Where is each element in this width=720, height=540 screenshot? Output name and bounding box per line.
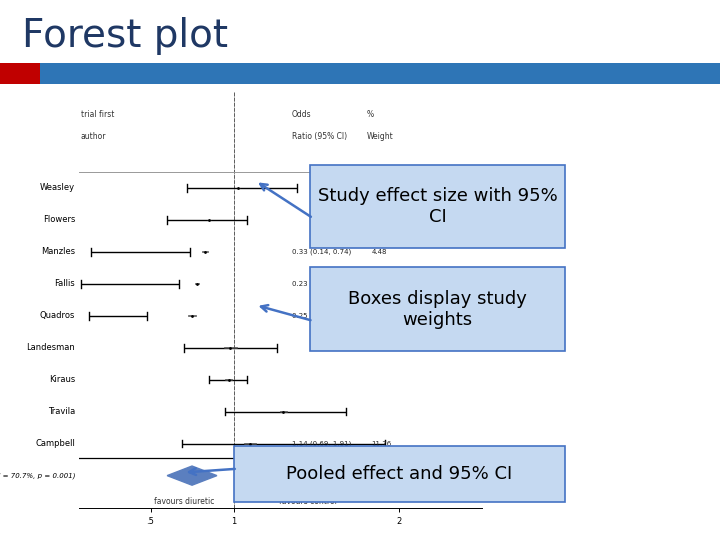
Text: 11.76: 11.76 bbox=[372, 441, 392, 447]
Bar bbox=[0, 63, 40, 84]
Text: 6.98: 6.98 bbox=[372, 313, 387, 319]
Text: Travila: Travila bbox=[48, 407, 75, 416]
Text: Fallis: Fallis bbox=[55, 279, 75, 288]
Text: trial first: trial first bbox=[81, 110, 114, 119]
Text: Flowers: Flowers bbox=[42, 215, 75, 224]
Text: 2.67: 2.67 bbox=[372, 281, 387, 287]
Text: Forest plot: Forest plot bbox=[22, 17, 228, 55]
Text: Odds: Odds bbox=[292, 110, 311, 119]
Text: 0.67 (0.56, 0.80): 0.67 (0.56, 0.80) bbox=[292, 472, 351, 479]
Bar bbox=[188, 315, 196, 316]
Text: Weasley: Weasley bbox=[40, 183, 75, 192]
Text: 100.00: 100.00 bbox=[372, 472, 396, 478]
FancyBboxPatch shape bbox=[310, 165, 565, 248]
Bar bbox=[225, 379, 233, 380]
Text: author: author bbox=[81, 132, 107, 141]
Text: Boxes display study
weights: Boxes display study weights bbox=[348, 290, 527, 328]
Text: 0.23 (0.08, 0.67): 0.23 (0.08, 0.67) bbox=[292, 280, 351, 287]
FancyBboxPatch shape bbox=[234, 446, 565, 502]
Text: Landesman: Landesman bbox=[27, 343, 75, 352]
Text: Pooled effect and 95% CI: Pooled effect and 95% CI bbox=[287, 465, 513, 483]
Text: Ratio (95% CI): Ratio (95% CI) bbox=[292, 132, 347, 141]
Text: 0.25 (0.13, 0.48): 0.25 (0.13, 0.48) bbox=[292, 313, 351, 319]
Text: Weight: Weight bbox=[366, 132, 393, 141]
Text: Overall  (I-squared = 70.7%, p = 0.001): Overall (I-squared = 70.7%, p = 0.001) bbox=[0, 472, 75, 479]
Text: favours control: favours control bbox=[279, 497, 337, 505]
Polygon shape bbox=[167, 466, 217, 485]
Text: favours diuretic: favours diuretic bbox=[153, 497, 214, 505]
Bar bbox=[224, 347, 237, 348]
Text: Manzles: Manzles bbox=[41, 247, 75, 256]
Text: Campbell: Campbell bbox=[35, 439, 75, 448]
Text: Study effect size with 95%
CI: Study effect size with 95% CI bbox=[318, 187, 557, 226]
Text: Quadros: Quadros bbox=[40, 311, 75, 320]
Text: Kiraus: Kiraus bbox=[49, 375, 75, 384]
FancyBboxPatch shape bbox=[310, 267, 565, 351]
Text: 4.48: 4.48 bbox=[372, 249, 387, 255]
Bar bbox=[244, 443, 256, 444]
Text: 1.14 (0.69, 1.91): 1.14 (0.69, 1.91) bbox=[292, 441, 351, 447]
Text: 0.33 (0.14, 0.74): 0.33 (0.14, 0.74) bbox=[292, 248, 351, 255]
Bar bbox=[280, 411, 287, 412]
Text: %: % bbox=[366, 110, 374, 119]
